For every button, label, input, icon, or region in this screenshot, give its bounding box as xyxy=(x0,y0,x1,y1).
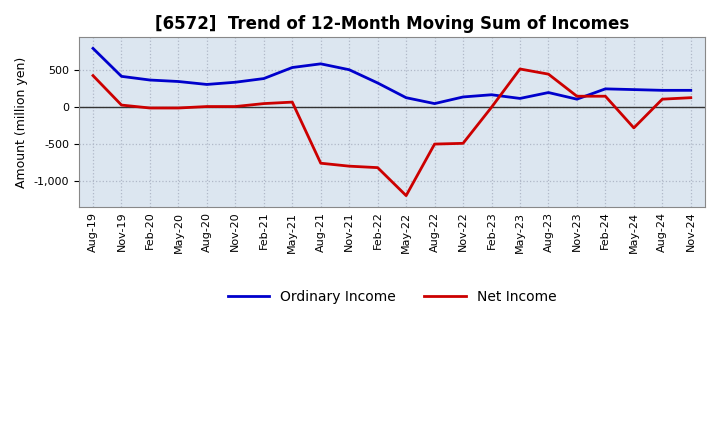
Net Income xyxy=(459,141,467,146)
Ordinary Income xyxy=(544,90,553,95)
Ordinary Income xyxy=(516,96,524,101)
Net Income xyxy=(629,125,638,131)
Net Income xyxy=(288,99,297,105)
Ordinary Income xyxy=(459,94,467,99)
Ordinary Income xyxy=(629,87,638,92)
Ordinary Income xyxy=(402,95,410,100)
Net Income xyxy=(89,73,97,78)
Ordinary Income xyxy=(601,86,610,92)
Net Income xyxy=(174,105,183,110)
Y-axis label: Amount (million yen): Amount (million yen) xyxy=(15,56,28,187)
Ordinary Income xyxy=(487,92,496,97)
Net Income xyxy=(259,101,268,106)
Line: Net Income: Net Income xyxy=(93,69,690,196)
Legend: Ordinary Income, Net Income: Ordinary Income, Net Income xyxy=(222,285,562,310)
Ordinary Income xyxy=(288,65,297,70)
Ordinary Income xyxy=(117,74,126,79)
Net Income xyxy=(431,141,439,147)
Ordinary Income xyxy=(89,46,97,51)
Net Income xyxy=(572,94,581,99)
Ordinary Income xyxy=(686,88,695,93)
Net Income xyxy=(202,104,211,109)
Net Income xyxy=(487,105,496,110)
Line: Ordinary Income: Ordinary Income xyxy=(93,48,690,103)
Net Income xyxy=(516,66,524,72)
Net Income xyxy=(374,165,382,170)
Ordinary Income xyxy=(431,101,439,106)
Ordinary Income xyxy=(374,81,382,86)
Net Income xyxy=(601,94,610,99)
Net Income xyxy=(544,72,553,77)
Ordinary Income xyxy=(658,88,667,93)
Ordinary Income xyxy=(202,82,211,87)
Ordinary Income xyxy=(316,61,325,66)
Net Income xyxy=(658,96,667,102)
Net Income xyxy=(402,193,410,198)
Net Income xyxy=(117,103,126,108)
Ordinary Income xyxy=(259,76,268,81)
Ordinary Income xyxy=(572,96,581,102)
Ordinary Income xyxy=(145,77,154,83)
Net Income xyxy=(316,161,325,166)
Net Income xyxy=(231,104,240,109)
Ordinary Income xyxy=(231,80,240,85)
Net Income xyxy=(686,95,695,100)
Ordinary Income xyxy=(345,67,354,72)
Net Income xyxy=(145,105,154,110)
Title: [6572]  Trend of 12-Month Moving Sum of Incomes: [6572] Trend of 12-Month Moving Sum of I… xyxy=(155,15,629,33)
Net Income xyxy=(345,164,354,169)
Ordinary Income xyxy=(174,79,183,84)
